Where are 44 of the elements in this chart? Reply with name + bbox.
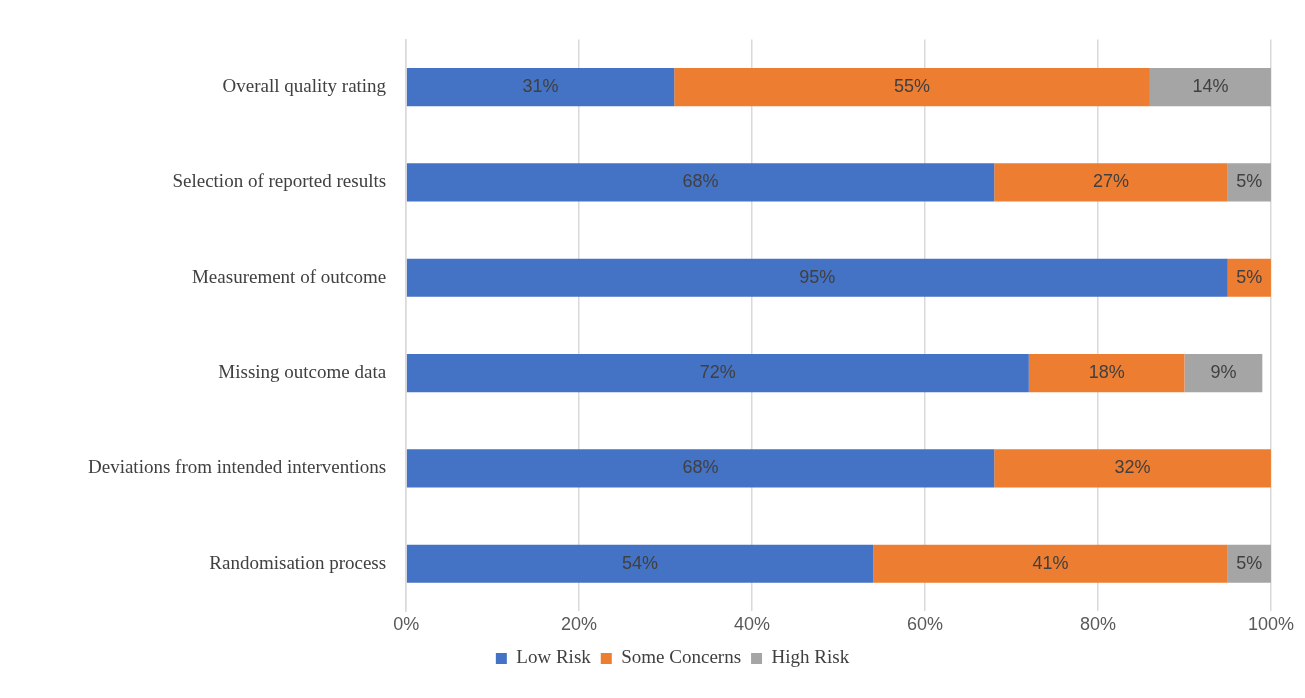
y-tick-label: Deviations from intended interventions <box>87 456 387 478</box>
bar <box>873 544 1228 583</box>
data-label: 27% <box>1092 171 1129 192</box>
legend-label: Some Concerns <box>621 646 742 668</box>
data-label: 55% <box>894 76 931 97</box>
y-tick-label: Missing outcome data <box>218 361 387 383</box>
y-tick-label: Randomisation process <box>209 551 387 573</box>
x-tick-label: 80% <box>1079 614 1117 635</box>
data-label: 41% <box>1032 552 1069 573</box>
bar <box>674 68 1150 107</box>
bar <box>1149 68 1271 107</box>
data-label: 31% <box>522 76 559 97</box>
data-label: 68% <box>682 457 719 478</box>
bar <box>406 258 1228 297</box>
data-label: 68% <box>682 171 719 192</box>
x-tick-label: 20% <box>561 614 598 635</box>
y-tick-label: Overall quality rating <box>222 75 387 97</box>
bar <box>406 544 874 583</box>
legend-label: High Risk <box>771 646 850 668</box>
bar <box>406 449 995 488</box>
data-label: 14% <box>1192 76 1229 97</box>
data-label: 5% <box>1236 266 1263 287</box>
bar <box>406 163 995 202</box>
bar <box>994 163 1228 202</box>
data-label: 32% <box>1114 457 1151 478</box>
y-tick-label: Measurement of outcome <box>191 265 387 287</box>
bar <box>1028 354 1185 393</box>
bar <box>406 354 1029 393</box>
data-label: 54% <box>622 552 659 573</box>
x-tick-label: 100% <box>1247 614 1294 635</box>
legend-label: Low Risk <box>516 646 592 668</box>
bar <box>406 68 675 107</box>
data-label: 72% <box>699 362 736 383</box>
bar <box>994 449 1271 488</box>
x-tick-label: 60% <box>907 614 944 635</box>
data-label: 9% <box>1210 362 1237 383</box>
data-label: 5% <box>1236 552 1263 573</box>
data-label: 95% <box>799 266 836 287</box>
data-label: 18% <box>1088 362 1125 383</box>
y-tick-label: Selection of reported results <box>172 170 387 192</box>
bar <box>1184 354 1263 393</box>
x-tick-label: 0% <box>393 614 420 635</box>
x-tick-label: 40% <box>734 614 771 635</box>
data-label: 5% <box>1236 171 1263 192</box>
